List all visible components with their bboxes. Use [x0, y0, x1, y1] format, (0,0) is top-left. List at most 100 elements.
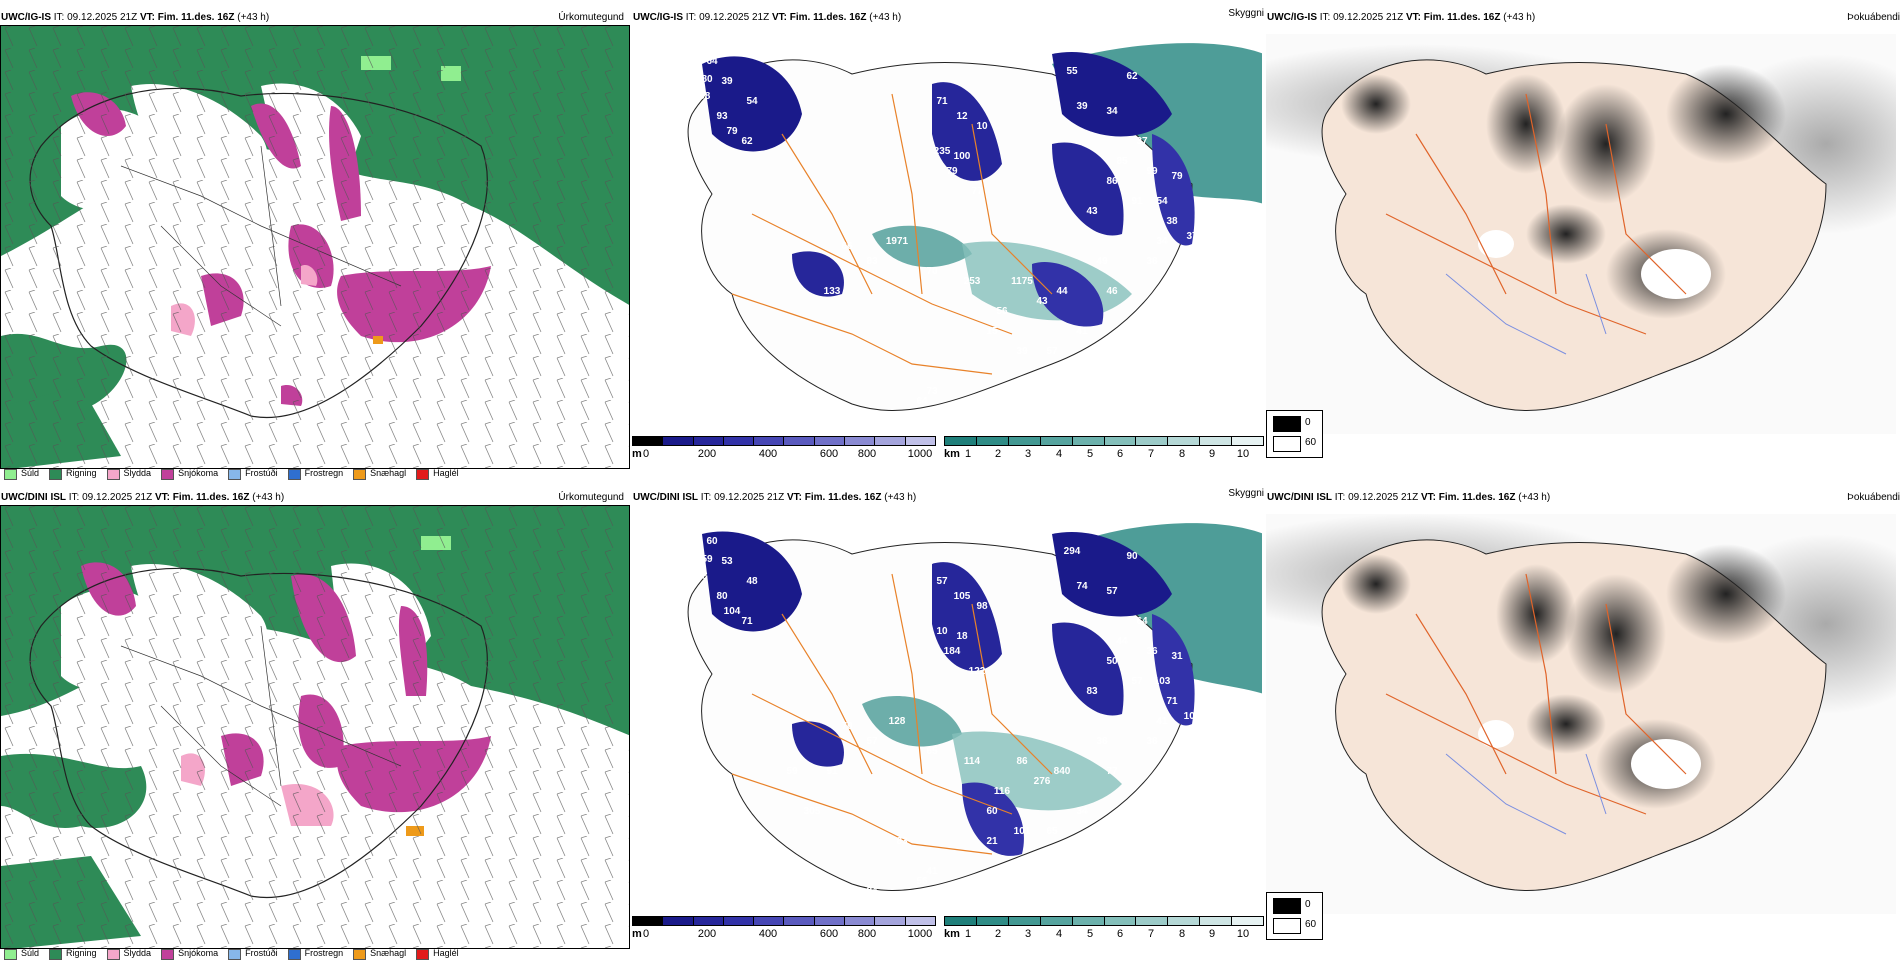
legend-item: Súld — [4, 468, 39, 480]
visibility-value-label: 73 — [926, 386, 938, 397]
visibility-map: 64 80 39 108 54 93 79 62 71 12 10 235 100 79 77 55 62 39 3… — [632, 34, 1262, 424]
visibility-value-label: 44 — [1116, 636, 1128, 647]
visibility-value-label: 41 — [926, 866, 938, 877]
visibility-value-label: 105 — [1184, 711, 1201, 722]
panel-name: Skyggni — [1228, 8, 1264, 19]
visibility-value-label: 71 — [936, 96, 948, 107]
cloud-legend-row1: 0 60 — [1266, 410, 1323, 458]
legend-item: Rigning — [49, 948, 97, 960]
cloud-legend-dark-label: 0 — [1305, 417, 1311, 428]
colorbar-km-tick: 7 — [1147, 928, 1155, 940]
colorbar-km-tick: 4 — [1055, 448, 1063, 460]
colorbar-m-unit: m — [632, 448, 642, 460]
colorbar-km-tick: 5 — [1086, 928, 1094, 940]
colorbar-km-tick: 3 — [1024, 448, 1032, 460]
visibility-value-label: 57 — [1106, 586, 1118, 597]
visibility-value-label: 34 — [1106, 106, 1118, 117]
visibility-value-label: 56 — [996, 306, 1008, 317]
legend-item: Frostregn — [287, 948, 343, 960]
visibility-value-label: 60 — [986, 806, 998, 817]
visibility-value-label: 64 — [916, 396, 928, 407]
precip-legend: Súld Rigning Slydda Snjókoma Frostúði Fr… — [4, 940, 459, 968]
colorbar-km: km 1 2 3 4 5 6 7 8 9 10 — [944, 916, 1264, 944]
panel-title: UWC/IG-IS IT: 09.12.2025 21Z VT: Fim. 11… — [633, 12, 902, 23]
colorbar-km-tick: 6 — [1116, 928, 1124, 940]
visibility-value-label: 39 — [1016, 346, 1028, 357]
visibility-value-label: 10 — [936, 626, 948, 637]
colorbar-km-tick: 9 — [1208, 928, 1216, 940]
visibility-value-label: 36 — [1146, 646, 1158, 657]
panel-title: UWC/DINI ISL IT: 09.12.2025 21Z VT: Fim.… — [1, 492, 285, 503]
legend-item: Haglél — [416, 948, 459, 960]
visibility-value-label: 79 — [1171, 171, 1183, 182]
colorbar-m-tick: 800 — [857, 448, 877, 460]
visibility-value-label: 840 — [1054, 766, 1071, 777]
legend-item: Rigning — [49, 468, 97, 480]
visibility-value-label: 54 — [1156, 196, 1168, 207]
visibility-value-label: 41 — [1156, 716, 1168, 727]
visibility-map: 60 59 53 48 48 80 104 71 57 105 98 10 18 184 122 294 90 7… — [632, 514, 1262, 904]
visibility-value-label: 41 — [1076, 326, 1088, 337]
precip-type-map — [0, 25, 630, 469]
visibility-value-label: 77 — [971, 186, 983, 197]
visibility-value-label: 276 — [1034, 776, 1051, 787]
legend-item: Frostúði — [228, 948, 278, 960]
visibility-value-label: 38 — [1096, 736, 1108, 747]
colorbar-km-tick: 6 — [1116, 448, 1124, 460]
visibility-value-label: 59 — [701, 554, 713, 565]
colorbar-km-tick: 10 — [1236, 448, 1250, 460]
visibility-value-label: 122 — [969, 666, 986, 677]
legend-item: Frostregn — [287, 468, 343, 480]
visibility-value-label: 38 — [1146, 736, 1158, 747]
visibility-value-label: 46 — [1106, 286, 1118, 297]
colorbar-km-tick: 2 — [994, 448, 1002, 460]
visibility-value-label: 53 — [721, 556, 733, 567]
visibility-value-label: 86 — [1106, 176, 1118, 187]
visibility-value-label: 83 — [866, 256, 878, 267]
visibility-value-label: 253 — [964, 276, 981, 287]
visibility-value-label: 64 — [1136, 616, 1148, 627]
precip-type-panel-row1: UWC/IG-IS IT: 09.12.2025 21Z VT: Fim. 11… — [0, 10, 630, 480]
panel-name: Þokuábendi — [1847, 492, 1900, 503]
cloud-legend-dark-label: 0 — [1305, 899, 1311, 910]
visibility-value-label: 62 — [741, 136, 753, 147]
precip-type-panel-row2: UWC/DINI ISL IT: 09.12.2025 21Z VT: Fim.… — [0, 490, 630, 960]
visibility-value-label: 55 — [1066, 66, 1078, 77]
visibility-value-label: 85 — [1116, 156, 1128, 167]
visibility-value-label: 235 — [934, 146, 951, 157]
colorbar-m-tick: 600 — [819, 448, 839, 460]
colorbar-km-unit: km — [944, 448, 960, 460]
visibility-value-label: 18 — [956, 631, 968, 642]
colorbar-km-tick: 3 — [1024, 928, 1032, 940]
visibility-value-label: 31 — [1171, 651, 1183, 662]
colorbar-km-tick: 7 — [1147, 448, 1155, 460]
colorbar-m-bar — [632, 916, 936, 926]
colorbar-km-tick: 4 — [1055, 928, 1063, 940]
visibility-value-label: 116 — [994, 786, 1011, 797]
visibility-value-label: 71 — [741, 616, 753, 627]
visibility-value-label: 79 — [946, 166, 958, 177]
visibility-value-label: 59 — [786, 766, 798, 777]
fog-panel-row1: UWC/IG-IS IT: 09.12.2025 21Z VT: Fim. 11… — [1266, 10, 1900, 474]
visibility-value-label: 10 — [976, 121, 988, 132]
visibility-value-label: 90 — [1126, 551, 1138, 562]
visibility-value-label: 43 — [1086, 206, 1098, 217]
legend-item: Súld — [4, 948, 39, 960]
visibility-value-label: 184 — [944, 646, 961, 657]
cloud-legend-row2: 0 60 — [1266, 892, 1323, 940]
visibility-value-label: 64 — [706, 56, 718, 67]
visibility-value-label: 91 — [826, 766, 838, 777]
colorbar-m-tick: 0 — [642, 448, 650, 460]
visibility-value-label: 93 — [716, 111, 728, 122]
colorbar-m: m 0 200 400 600 800 1000 — [632, 436, 936, 464]
legend-item: Slydda — [106, 468, 151, 480]
visibility-value-label: 50 — [1106, 656, 1118, 667]
visibility-value-label: 39 — [721, 76, 733, 87]
visibility-value-label: 48 — [696, 571, 708, 582]
legend-item: Snjókoma — [161, 948, 218, 960]
visibility-value-label: 37 — [1136, 136, 1148, 147]
colorbar-km-tick: 10 — [1236, 928, 1250, 940]
visibility-value-label: 103 — [1154, 676, 1171, 687]
visibility-value-label: 71 — [1166, 696, 1178, 707]
